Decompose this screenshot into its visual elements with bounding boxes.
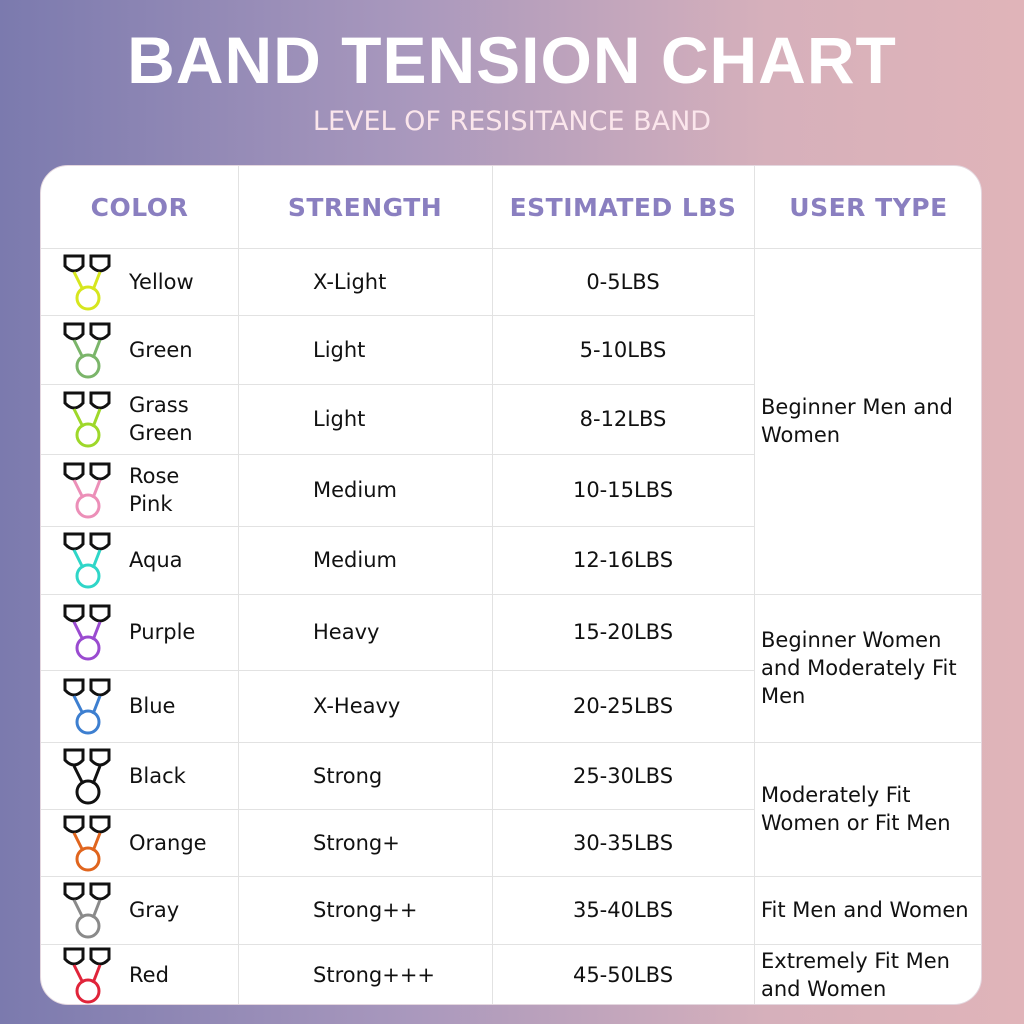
user-type: Beginner Men and Women xyxy=(761,395,953,447)
row-divider xyxy=(41,384,754,385)
row-divider xyxy=(41,670,754,671)
strength: Heavy xyxy=(313,620,380,644)
strength: Medium xyxy=(313,548,397,572)
band-icon xyxy=(63,604,111,661)
row-divider xyxy=(754,876,981,877)
column-divider xyxy=(754,166,755,1004)
row-divider xyxy=(41,944,754,945)
user-type: Beginner Women and Moderately Fit Men xyxy=(761,628,957,708)
band-icon xyxy=(63,462,111,519)
row-divider xyxy=(41,742,754,743)
strength: Medium xyxy=(313,478,397,502)
subtitle: LEVEL OF RESISITANCE BAND xyxy=(312,106,712,137)
estimated-lbs: 0-5LBS xyxy=(586,269,660,294)
color-name: Rose Pink xyxy=(129,464,180,516)
estimated-lbs: 20-25LBS xyxy=(572,694,674,718)
user-type: Moderately Fit Women or Fit Men xyxy=(761,783,951,835)
band-icon xyxy=(63,882,111,939)
strength: Light xyxy=(313,407,366,431)
table: COLOR STRENGTH ESTIMATED LBS USER TYPE Yello… xyxy=(40,165,982,1005)
row-divider xyxy=(754,742,981,743)
title: BAND TENSION CHART xyxy=(127,23,897,97)
band-icon xyxy=(63,254,111,310)
band-icon xyxy=(63,947,111,1004)
estimated-lbs: 8-12LBS xyxy=(579,407,667,431)
column-divider xyxy=(238,166,239,1004)
strength: Strong++ xyxy=(313,898,418,922)
color-name: Purple xyxy=(129,620,196,644)
column-header: COLOR xyxy=(90,192,189,222)
column-header: ESTIMATED LBS xyxy=(509,192,737,222)
strength: Strong+++ xyxy=(313,963,436,987)
band-icon xyxy=(63,532,111,589)
estimated-lbs: 30-35LBS xyxy=(572,830,674,855)
column-header: STRENGTH xyxy=(287,192,443,222)
row-divider xyxy=(41,526,754,527)
strength: Light xyxy=(313,337,366,362)
header-divider xyxy=(41,248,981,249)
row-divider xyxy=(41,809,754,810)
row-divider xyxy=(41,315,754,316)
band-icon xyxy=(63,322,111,378)
estimated-lbs: 5-10LBS xyxy=(579,337,667,362)
estimated-lbs: 12-16LBS xyxy=(572,548,674,572)
row-divider xyxy=(41,594,754,595)
column-divider xyxy=(492,166,493,1004)
band-icon xyxy=(63,678,111,735)
estimated-lbs: 35-40LBS xyxy=(572,898,674,922)
user-type: Extremely Fit Men and Women xyxy=(761,949,950,1001)
row-divider xyxy=(754,594,981,595)
color-name: Yellow xyxy=(129,269,194,294)
row-divider xyxy=(41,876,754,877)
color-name: Grass Green xyxy=(129,393,193,445)
user-type: Fit Men and Women xyxy=(761,898,969,922)
band-icon xyxy=(63,748,111,804)
color-name: Green xyxy=(129,337,193,362)
strength: X-Light xyxy=(313,269,387,294)
color-name: Blue xyxy=(129,694,176,718)
band-icon xyxy=(63,391,111,448)
band-icon xyxy=(63,815,111,871)
color-name: Gray xyxy=(129,898,180,922)
row-divider xyxy=(41,454,754,455)
estimated-lbs: 15-20LBS xyxy=(572,620,674,644)
strength: Strong+ xyxy=(313,830,400,855)
color-name: Red xyxy=(129,963,169,987)
estimated-lbs: 25-30LBS xyxy=(572,763,674,788)
color-name: Black xyxy=(129,763,186,788)
color-name: Aqua xyxy=(129,548,183,572)
strength: Strong xyxy=(313,763,383,788)
color-name: Orange xyxy=(129,830,207,855)
estimated-lbs: 45-50LBS xyxy=(572,963,674,987)
column-header: USER TYPE xyxy=(789,192,948,222)
row-divider xyxy=(754,944,981,945)
estimated-lbs: 10-15LBS xyxy=(572,478,674,502)
strength: X-Heavy xyxy=(313,694,401,718)
